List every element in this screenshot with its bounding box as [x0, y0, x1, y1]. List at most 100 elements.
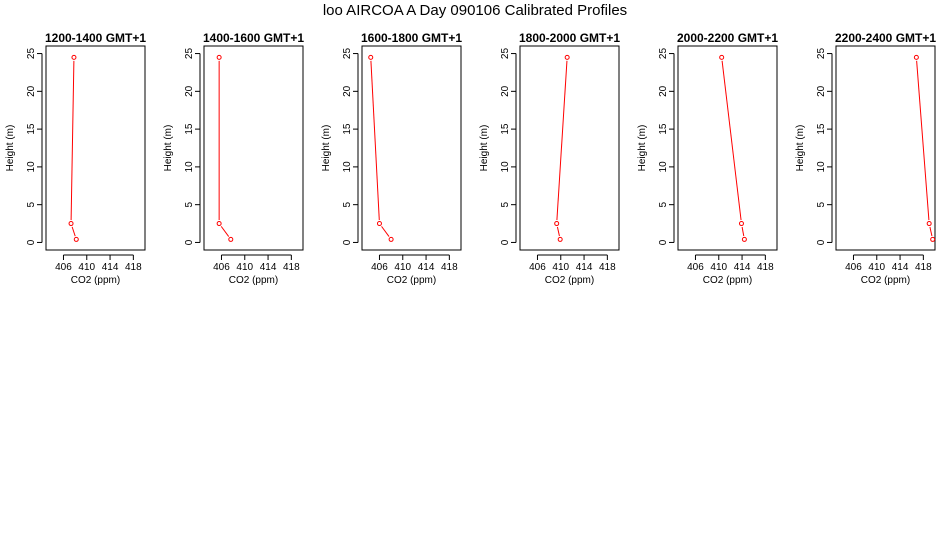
y-tick-label: 15	[500, 123, 511, 135]
y-tick-label: 20	[500, 85, 511, 97]
x-axis-label: CO2 (ppm)	[861, 275, 910, 286]
panel-title: 1400-1600 GMT+1	[203, 31, 304, 45]
y-tick-label: 25	[816, 48, 827, 60]
x-axis-label: CO2 (ppm)	[387, 275, 436, 286]
data-point	[930, 236, 936, 242]
y-tick-label: 25	[26, 48, 37, 60]
x-tick-label: 414	[102, 262, 119, 273]
plot-frame	[677, 45, 778, 251]
y-tick-label: 25	[500, 48, 511, 60]
page-title: loo AIRCOA A Day 090106 Calibrated Profi…	[322, 2, 628, 19]
y-axis-label: Height (m)	[637, 125, 648, 172]
y-tick-label: 15	[658, 123, 669, 135]
y-axis-label: Height (m)	[795, 125, 806, 172]
y-tick-label: 25	[342, 48, 353, 60]
y-tick-label: 5	[500, 201, 511, 207]
x-axis-label: CO2 (ppm)	[229, 275, 278, 286]
profile-line-segment	[381, 226, 390, 237]
data-point	[228, 236, 234, 242]
y-tick-label: 0	[500, 239, 511, 245]
x-axis-label: CO2 (ppm)	[703, 275, 752, 286]
plot-frame	[361, 45, 462, 251]
x-tick-label: 414	[418, 262, 435, 273]
y-tick-label: 20	[342, 85, 353, 97]
y-tick-label: 5	[184, 201, 195, 207]
y-tick-label: 5	[816, 201, 827, 207]
x-tick-label: 406	[845, 262, 862, 273]
y-tick-label: 10	[26, 161, 37, 173]
data-point	[926, 221, 932, 227]
profile-panel-4: 1800-2000 GMT+1 406 410 414 418 CO2 (ppm) 0 5 10…	[479, 31, 620, 286]
y-tick-label: 15	[184, 123, 195, 135]
x-tick-label: 414	[576, 262, 593, 273]
y-tick-label: 0	[184, 239, 195, 245]
x-tick-label: 418	[757, 262, 774, 273]
y-tick-label: 25	[184, 48, 195, 60]
x-tick-label: 410	[552, 262, 569, 273]
profile-line-segment	[916, 60, 930, 221]
data-point	[554, 221, 560, 227]
profile-panel-1: 1200-1400 GMT+1 406 410 414 418 CO2 (ppm) 0 5 10…	[5, 31, 146, 286]
data-point	[719, 54, 725, 60]
x-tick-label: 418	[283, 262, 300, 273]
profile-line-segment	[741, 226, 745, 237]
x-tick-label: 406	[371, 262, 388, 273]
profile-line-segment	[556, 60, 568, 221]
y-tick-label: 0	[342, 239, 353, 245]
x-tick-label: 414	[892, 262, 909, 273]
panel-title: 1200-1400 GMT+1	[45, 31, 146, 45]
profile-line-segment	[721, 60, 742, 221]
panel-title: 2200-2400 GMT+1	[835, 31, 936, 45]
y-tick-label: 15	[26, 123, 37, 135]
data-point	[71, 54, 77, 60]
x-tick-label: 410	[710, 262, 727, 273]
y-tick-label: 10	[500, 161, 511, 173]
y-tick-label: 10	[658, 161, 669, 173]
y-tick-label: 5	[342, 201, 353, 207]
profile-panel-3: 1600-1800 GMT+1 406 410 414 418 CO2 (ppm) 0 5 10…	[321, 31, 462, 286]
plot-frame	[835, 45, 936, 251]
data-point	[376, 221, 382, 227]
profile-panel-6: 2200-2400 GMT+1 406 410 414 418 CO2 (ppm) 0 5 10…	[795, 31, 936, 286]
x-axis-label: CO2 (ppm)	[71, 275, 120, 286]
x-tick-label: 410	[78, 262, 95, 273]
x-tick-label: 418	[125, 262, 142, 273]
y-tick-label: 0	[816, 239, 827, 245]
y-axis-label: Height (m)	[5, 125, 16, 172]
x-tick-label: 410	[236, 262, 253, 273]
x-tick-label: 418	[599, 262, 616, 273]
profile-panel-5: 2000-2200 GMT+1 406 410 414 418 CO2 (ppm) 0 5 10…	[637, 31, 778, 286]
panel-title: 2000-2200 GMT+1	[677, 31, 778, 45]
profile-line-segment	[929, 226, 933, 237]
x-axis-label: CO2 (ppm)	[545, 275, 594, 286]
x-tick-label: 410	[394, 262, 411, 273]
data-point	[557, 236, 563, 242]
x-tick-label: 406	[213, 262, 230, 273]
data-point	[68, 221, 74, 227]
y-tick-label: 15	[342, 123, 353, 135]
plot-frame	[203, 45, 304, 251]
profile-line-segment	[370, 60, 380, 221]
y-tick-label: 10	[342, 161, 353, 173]
data-point	[216, 221, 222, 227]
profile-line-segment	[556, 226, 560, 237]
y-tick-label: 20	[658, 85, 669, 97]
y-tick-label: 20	[816, 85, 827, 97]
plot-frame	[519, 45, 620, 251]
x-tick-label: 418	[441, 262, 458, 273]
y-tick-label: 20	[184, 85, 195, 97]
data-point	[73, 236, 79, 242]
x-tick-label: 406	[687, 262, 704, 273]
profile-line-segment	[70, 60, 75, 221]
data-point	[564, 54, 570, 60]
y-tick-label: 5	[26, 201, 37, 207]
y-axis-label: Height (m)	[321, 125, 332, 172]
y-axis-label: Height (m)	[479, 125, 490, 172]
data-point	[388, 236, 394, 242]
panel-title: 1800-2000 GMT+1	[519, 31, 620, 45]
y-tick-label: 5	[658, 201, 669, 207]
data-point	[741, 236, 747, 242]
data-point	[913, 54, 919, 60]
y-tick-label: 10	[184, 161, 195, 173]
